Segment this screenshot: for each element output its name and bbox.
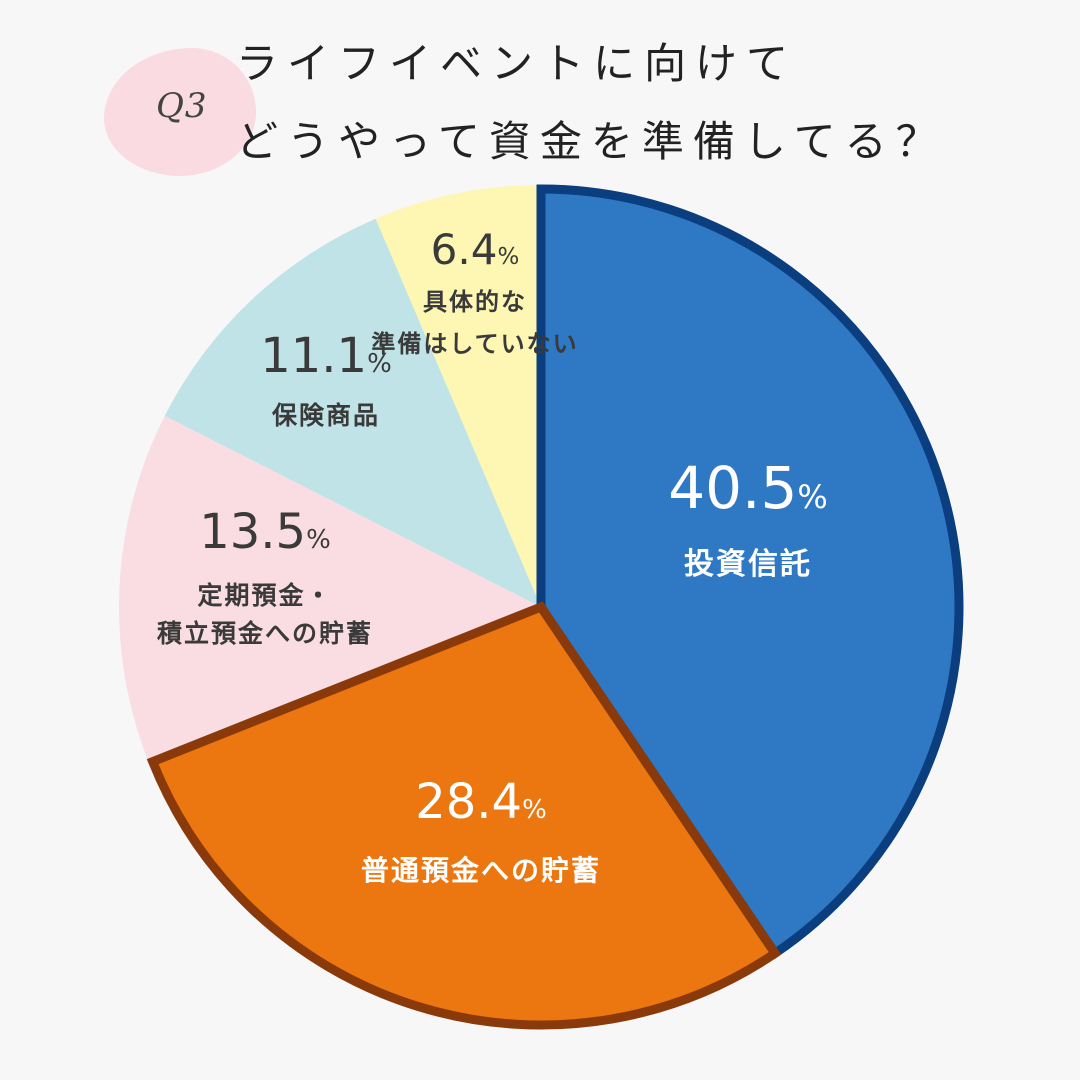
- slice-value-label: 6.4%: [431, 225, 520, 274]
- pie-slice: [375, 185, 541, 607]
- slice-category-label: 投資信託: [684, 547, 812, 582]
- pie-slice: [118, 415, 541, 764]
- slice-category-label: 定期預金・: [197, 581, 332, 610]
- pie-slice: [148, 607, 778, 1030]
- chart-title-line2: どうやって資金を準備してる？: [236, 117, 947, 166]
- pie-slice: [164, 218, 541, 607]
- slice-category-label: 具体的な: [423, 288, 527, 316]
- slice-category-label: 保険商品: [271, 401, 380, 430]
- slice-value-label: 11.1%: [260, 328, 392, 384]
- pie-slice: [541, 185, 964, 957]
- slice-category-label: 準備はしていない: [371, 330, 578, 358]
- pie-slice-outline: [146, 601, 782, 1030]
- question-badge: [104, 48, 256, 176]
- slice-value-label: 40.5%: [668, 454, 828, 522]
- slice-value-label: 28.4%: [415, 774, 547, 830]
- chart-title-line1: ライフイベントに向けて: [236, 39, 798, 88]
- slice-category-label: 積立預金への貯蓄: [157, 619, 373, 648]
- pie-slice-outline: [536, 184, 964, 960]
- slice-value-label: 13.5%: [199, 504, 331, 560]
- question-number: Q3: [156, 86, 208, 126]
- slice-category-label: 普通預金への貯蓄: [361, 854, 601, 887]
